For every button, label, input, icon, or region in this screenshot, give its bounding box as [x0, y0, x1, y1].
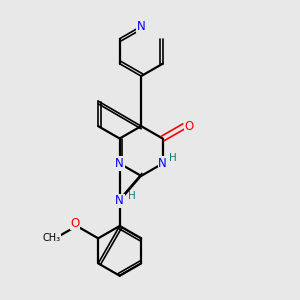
- Text: N: N: [115, 194, 124, 207]
- Text: O: O: [70, 217, 80, 230]
- Text: H: H: [169, 153, 177, 163]
- Text: CH₃: CH₃: [43, 233, 61, 243]
- Text: N: N: [158, 157, 167, 170]
- Text: N: N: [115, 157, 124, 170]
- Text: N: N: [137, 20, 146, 33]
- Text: N: N: [137, 20, 146, 33]
- Text: O: O: [185, 120, 194, 133]
- Text: N: N: [115, 194, 124, 207]
- Text: H: H: [128, 190, 135, 201]
